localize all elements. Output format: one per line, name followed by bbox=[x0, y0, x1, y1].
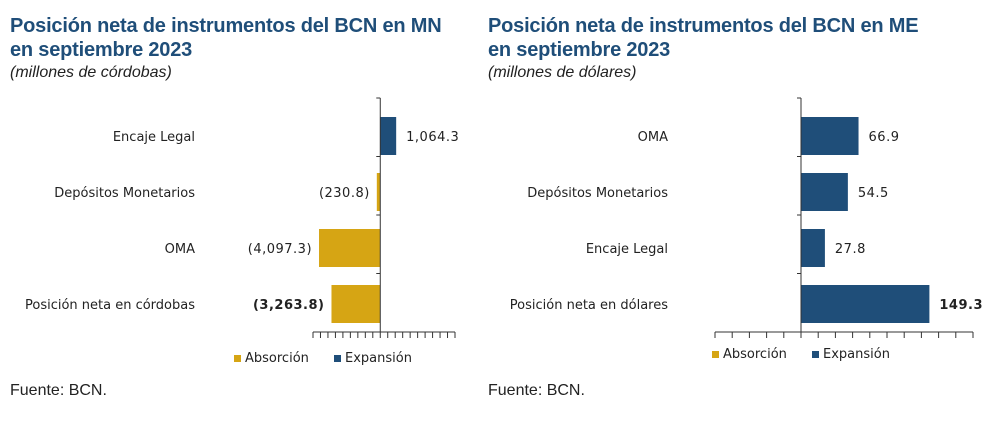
data-label: 66.9 bbox=[869, 130, 900, 145]
data-label: (3,263.8) bbox=[253, 298, 325, 313]
category-label: OMA bbox=[638, 130, 668, 145]
source-note: Fuente: BCN. bbox=[10, 382, 107, 399]
bar bbox=[319, 229, 381, 267]
data-label: 149.3 bbox=[939, 298, 983, 313]
chart-title: Posición neta de instrumentos del BCN en… bbox=[488, 14, 919, 62]
category-label: Depósitos Monetarios bbox=[54, 186, 195, 201]
chart-panel-me: Posición neta de instrumentos del BCN en… bbox=[478, 0, 1006, 426]
data-label: 1,064.3 bbox=[406, 130, 459, 145]
chart-panel-mn: Posición neta de instrumentos del BCN en… bbox=[0, 0, 480, 426]
legend-swatch-absorcion bbox=[234, 355, 241, 362]
data-label: 27.8 bbox=[835, 242, 866, 257]
legend-swatch-expansion bbox=[334, 355, 341, 362]
bar-chart-mn: Encaje Legal 1,064.3 Depósitos Monetarios (… bbox=[25, 97, 459, 366]
category-label: OMA bbox=[165, 242, 195, 257]
bar bbox=[801, 117, 859, 155]
legend-label-expansion: Expansión bbox=[345, 351, 412, 366]
bar bbox=[801, 285, 930, 323]
data-label: 54.5 bbox=[858, 186, 889, 201]
bar bbox=[331, 285, 381, 323]
chart-subtitle: (millones de dólares) bbox=[488, 64, 637, 81]
chart-title: Posición neta de instrumentos del BCN en… bbox=[10, 14, 442, 62]
category-label: Posición neta en córdobas bbox=[25, 298, 195, 313]
data-label: (4,097.3) bbox=[248, 242, 312, 257]
category-label: Encaje Legal bbox=[113, 130, 195, 145]
chart-title-line2: en septiembre 2023 bbox=[10, 39, 193, 61]
chart-title-line1: Posición neta de instrumentos del BCN en… bbox=[10, 15, 442, 37]
data-label: (230.8) bbox=[319, 186, 370, 201]
bar bbox=[380, 117, 397, 155]
bar bbox=[801, 173, 848, 211]
chart-title-line2: en septiembre 2023 bbox=[488, 39, 671, 61]
bar-chart-me: OMA 66.9 Depósitos Monetarios 54.5 Encaje Le… bbox=[510, 97, 983, 362]
legend-label-absorcion: Absorción bbox=[245, 351, 309, 366]
chart-title-line1: Posición neta de instrumentos del BCN en… bbox=[488, 15, 919, 37]
legend-label-expansion: Expansión bbox=[823, 347, 890, 362]
bar bbox=[376, 173, 381, 211]
legend-label-absorcion: Absorción bbox=[723, 347, 787, 362]
chart-subtitle: (millones de córdobas) bbox=[10, 64, 172, 81]
category-label: Posición neta en dólares bbox=[510, 298, 668, 313]
legend-swatch-absorcion bbox=[712, 351, 719, 358]
category-label: Depósitos Monetarios bbox=[527, 186, 668, 201]
legend-swatch-expansion bbox=[812, 351, 819, 358]
category-label: Encaje Legal bbox=[586, 242, 668, 257]
source-note: Fuente: BCN. bbox=[488, 382, 585, 399]
bar bbox=[801, 229, 825, 267]
